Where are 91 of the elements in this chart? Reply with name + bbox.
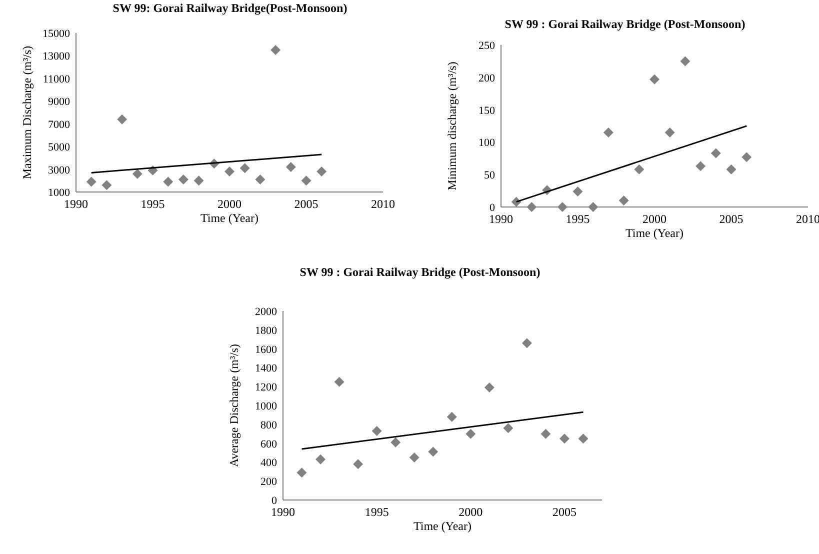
point <box>603 127 614 138</box>
point <box>726 164 736 174</box>
chart-title: SW 99: Gorai Railway Bridge(Post-Monsoon) <box>112 1 348 15</box>
point <box>618 196 629 206</box>
point <box>316 166 327 177</box>
point <box>334 376 344 387</box>
x-tick-label: 2005 <box>552 505 576 519</box>
x-tick-label: 2005 <box>719 212 744 226</box>
y-tick-label: 0 <box>490 202 496 214</box>
x-tick-label: 1995 <box>140 197 165 211</box>
y-tick-label: 11000 <box>42 73 70 86</box>
point <box>240 163 250 174</box>
chart-title: SW 99 : Gorai Railway Bridge (Post-Monsoon) <box>504 17 746 31</box>
y-tick-label: 7000 <box>48 118 70 131</box>
x-tick-label: 2000 <box>218 197 242 211</box>
y-tick-label: 150 <box>478 104 496 117</box>
y-tick-label: 250 <box>478 40 496 52</box>
point <box>696 161 706 172</box>
point <box>301 176 312 186</box>
y-tick-label: 100 <box>478 137 496 150</box>
y-tick-label: 5000 <box>48 142 70 154</box>
x-tick-label: 2000 <box>642 212 666 226</box>
x-tick-label: 2005 <box>294 197 318 211</box>
y-tick-label: 200 <box>260 476 278 488</box>
x-tick-label: 1990 <box>271 505 295 519</box>
point <box>664 127 675 138</box>
y-axis-title: Maximum Discharge (m³/s) <box>20 46 34 180</box>
point <box>117 114 128 124</box>
point <box>270 45 281 56</box>
y-tick-label: 9000 <box>48 96 70 108</box>
y-tick-label: 1400 <box>255 362 278 375</box>
point <box>526 202 537 212</box>
point <box>522 338 532 348</box>
point <box>446 412 457 422</box>
y-axis-title: Minimum discharge (m³/s) <box>445 62 459 190</box>
point <box>428 446 438 457</box>
y-tick-label: 1800 <box>255 324 278 337</box>
x-axis-title: Time (Year) <box>625 226 684 240</box>
y-tick-label: 800 <box>260 419 278 432</box>
point <box>409 452 420 462</box>
x-tick-label: 2000 <box>458 505 483 519</box>
point <box>163 176 174 187</box>
chart-title: SW 99 : Gorai Railway Bridge (Post-Monsoon) <box>300 265 540 279</box>
y-tick-label: 1600 <box>255 344 278 356</box>
point <box>557 202 568 212</box>
point <box>286 162 296 172</box>
point <box>650 74 660 84</box>
y-tick-label: 0 <box>272 495 278 507</box>
point <box>484 382 494 393</box>
y-tick-label: 1000 <box>255 400 278 412</box>
point <box>132 168 142 179</box>
point <box>742 152 752 162</box>
point <box>353 459 364 470</box>
y-tick-label: 2000 <box>255 306 278 318</box>
point <box>572 186 583 196</box>
point <box>224 166 234 177</box>
point <box>578 434 588 444</box>
y-tick-label: 13000 <box>42 50 70 63</box>
point <box>680 56 690 66</box>
point <box>86 176 96 187</box>
point <box>710 148 721 158</box>
point <box>503 423 514 434</box>
x-tick-label: 1995 <box>364 505 389 519</box>
point <box>540 428 551 439</box>
point <box>634 164 644 174</box>
x-tick-label: 2010 <box>371 197 395 211</box>
y-tick-label: 1000 <box>48 187 70 199</box>
y-tick-label: 400 <box>260 457 278 470</box>
x-tick-label: 1990 <box>64 197 88 211</box>
y-tick-label: 15000 <box>42 28 70 40</box>
x-tick-label: 1995 <box>566 212 590 226</box>
point <box>296 468 307 478</box>
y-tick-label: 50 <box>484 170 496 182</box>
y-tick-label: 200 <box>478 72 496 84</box>
x-tick-label: 1990 <box>489 212 513 226</box>
x-axis-title: Time (Year) <box>200 211 259 225</box>
point <box>466 428 476 439</box>
x-axis-title: Time (Year) <box>413 519 472 533</box>
point <box>372 426 382 436</box>
point <box>102 180 112 190</box>
point <box>255 174 266 185</box>
y-tick-label: 3000 <box>48 164 70 176</box>
y-tick-label: 600 <box>260 438 278 450</box>
point <box>178 174 188 185</box>
point <box>390 437 401 448</box>
point <box>588 202 598 212</box>
point <box>559 434 570 444</box>
y-tick-label: 1200 <box>255 382 278 394</box>
point <box>316 454 326 464</box>
point <box>194 176 204 186</box>
y-axis-title: Average Discharge (m³/s) <box>227 344 241 468</box>
